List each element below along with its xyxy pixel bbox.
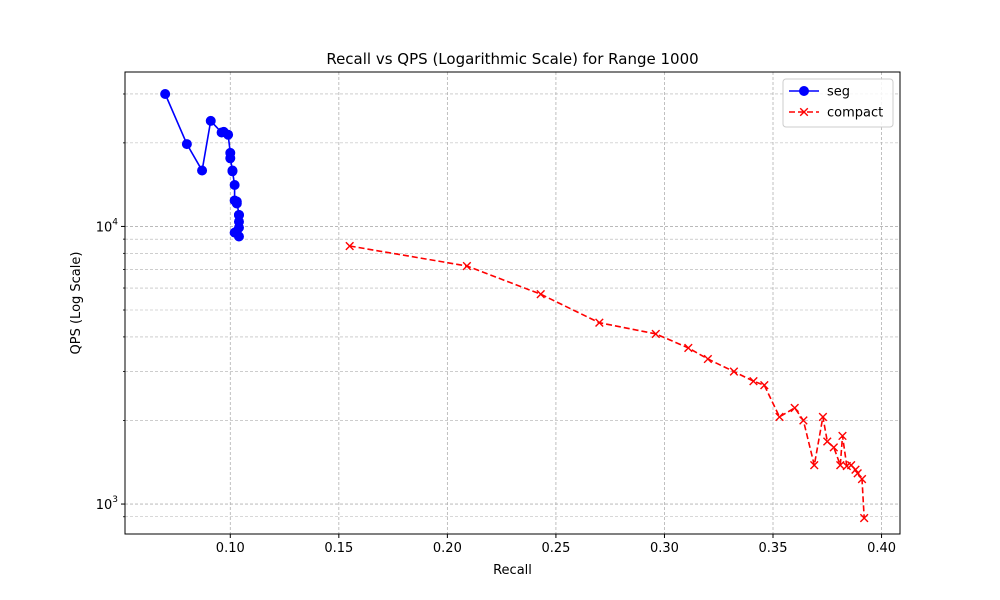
x-tick-label: 0.20	[433, 541, 462, 556]
data-point-compact	[749, 376, 758, 386]
data-point-compact	[345, 241, 354, 251]
data-point-seg	[160, 88, 171, 99]
legend-label: seg	[827, 85, 850, 100]
x-tick-label: 0.35	[759, 541, 788, 556]
data-point-compact	[818, 412, 828, 422]
x-tick-label: 0.15	[324, 541, 353, 556]
x-tick-label: 0.40	[867, 541, 896, 556]
data-point-compact	[703, 354, 713, 364]
legend-entry-compact: compact	[789, 106, 883, 121]
data-point-seg	[205, 115, 216, 126]
data-point-compact	[853, 469, 862, 478]
data-point-compact	[775, 412, 784, 422]
data-point-compact	[838, 431, 847, 441]
data-point-compact	[809, 460, 819, 470]
x-axis-label: Recall	[493, 563, 532, 578]
chart-title: Recall vs QPS (Logarithmic Scale) for Ra…	[326, 50, 698, 68]
legend-marker	[799, 86, 809, 96]
data-point-seg	[231, 196, 242, 207]
legend-entries: seg compact	[789, 85, 883, 121]
x-tick-label: 0.25	[541, 541, 570, 556]
legend-marker	[799, 107, 809, 117]
data-point-compact	[595, 318, 604, 328]
data-point-compact	[760, 380, 769, 390]
legend: seg compact	[782, 78, 894, 128]
x-tick-label: 0.10	[216, 541, 245, 556]
data-point-compact	[859, 513, 869, 523]
legend-label: compact	[827, 106, 883, 121]
data-point-compact	[857, 474, 867, 484]
data-point-seg	[225, 153, 236, 164]
data-point-compact	[536, 289, 546, 299]
data-point-seg	[227, 166, 238, 177]
data-point-compact	[651, 329, 661, 339]
grid-layer	[125, 72, 900, 534]
data-point-seg	[223, 129, 234, 140]
data-point-compact	[684, 343, 693, 353]
data-point-compact	[462, 261, 472, 271]
series-compact	[345, 241, 869, 523]
y-axis-label: QPS (Log Scale)	[69, 252, 84, 355]
data-point-seg	[233, 231, 244, 242]
data-point-compact	[799, 416, 808, 425]
legend-entry-seg: seg	[789, 85, 850, 100]
data-point-seg	[229, 180, 240, 191]
data-point-compact	[729, 367, 739, 376]
data-point-compact	[790, 403, 800, 413]
data-point-seg	[197, 165, 208, 176]
data-point-compact	[829, 443, 839, 452]
plot-frame	[124, 71, 901, 535]
x-tick-label: 0.30	[650, 541, 679, 556]
series-layer	[160, 88, 869, 523]
series-seg	[160, 88, 244, 242]
data-point-seg	[181, 139, 192, 150]
